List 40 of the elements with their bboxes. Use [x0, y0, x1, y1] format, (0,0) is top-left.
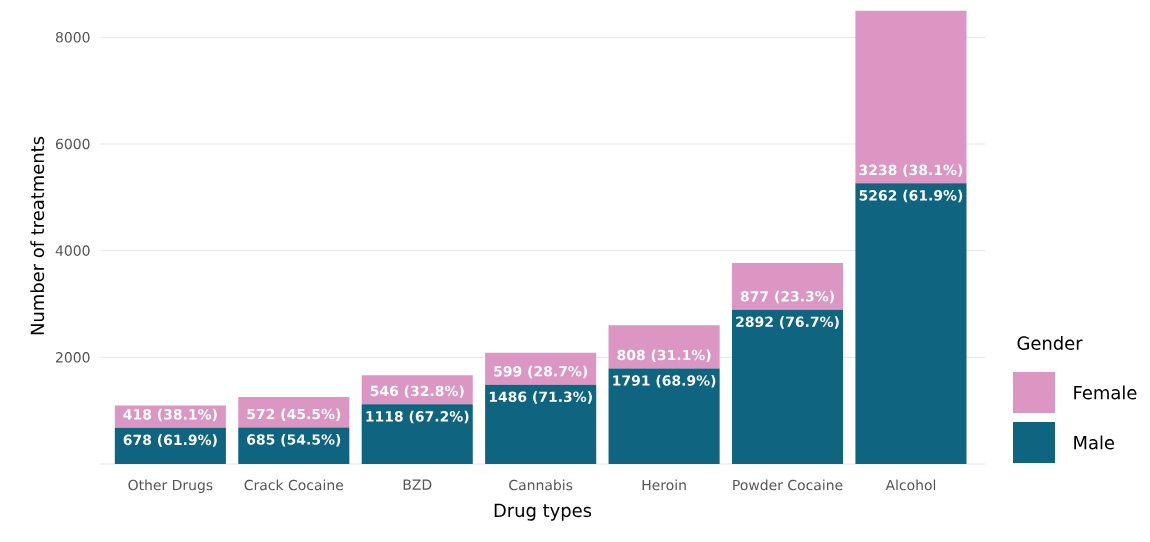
data-label: 1486 (71.3%): [489, 391, 592, 404]
data-label: 599 (28.7%): [494, 365, 588, 379]
data-label: 1791 (68.9%): [613, 374, 716, 388]
data-label: 808 (31.1%): [617, 349, 711, 362]
legend-label: Female: [1074, 385, 1137, 400]
data-label: 685 (54.5%): [247, 433, 341, 447]
bar: [485, 384, 597, 464]
y-tick-label: 2000: [56, 352, 90, 363]
bar: [608, 325, 720, 369]
bar: [114, 427, 226, 464]
x-axis-title: Drug types: [494, 503, 592, 521]
data-label: 5262 (61.9%): [859, 189, 963, 203]
bar: [238, 427, 350, 464]
legend-label: Male: [1074, 435, 1115, 450]
data-label: 546 (32.8%): [370, 385, 464, 398]
data-label: 418 (38.1%): [123, 408, 217, 422]
x-tick-label: BZD: [403, 479, 432, 490]
x-tick-label: Heroin: [642, 479, 686, 491]
data-label: 877 (23.3%): [740, 290, 834, 304]
x-tick-label: Cannabis: [509, 479, 573, 491]
y-tick-label: 4000: [55, 245, 90, 256]
x-tick-label: Powder Cocaine: [733, 479, 843, 491]
x-tick-label: Alcohol: [885, 479, 936, 491]
bar: [855, 10, 967, 184]
legend-title: Gender: [1017, 336, 1083, 350]
y-tick-label: 6000: [55, 138, 90, 150]
x-tick-label: Crack Cocaine: [244, 479, 344, 491]
data-label: 3238 (38.1%): [859, 164, 963, 177]
data-label: 2892 (76.7%): [736, 316, 839, 329]
bar: [855, 183, 967, 464]
x-tick-label: Other Drugs: [128, 479, 213, 494]
y-tick-label: 8000: [55, 32, 90, 43]
bar: [608, 368, 720, 464]
bar: [731, 262, 844, 310]
data-label: 572 (45.5%): [247, 408, 341, 421]
bar: [361, 404, 473, 464]
data-label: 1118 (67.2%): [366, 410, 469, 424]
bar: [731, 309, 844, 464]
data-label: 678 (61.9%): [123, 434, 217, 447]
y-axis-title: Number of treatments: [30, 136, 45, 335]
